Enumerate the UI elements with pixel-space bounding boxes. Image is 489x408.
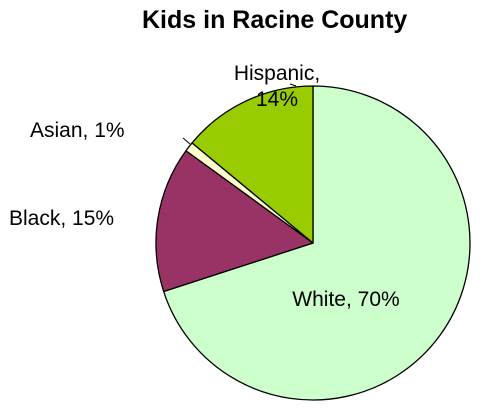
pie-slice-hispanic xyxy=(191,85,314,244)
chart-title: Kids in Racine County xyxy=(142,6,408,34)
leader-line-asian xyxy=(182,137,191,145)
pie-slice-black xyxy=(155,150,314,293)
leader-line-hispanic xyxy=(289,83,297,87)
slice-label-asian: Asian, 1% xyxy=(30,119,125,142)
slice-label-hispanic: Hispanic, 14% xyxy=(234,62,320,111)
slice-label-white: White, 70% xyxy=(292,288,399,311)
pie-slice-white xyxy=(163,85,471,401)
slice-label-black: Black, 15% xyxy=(9,207,114,230)
